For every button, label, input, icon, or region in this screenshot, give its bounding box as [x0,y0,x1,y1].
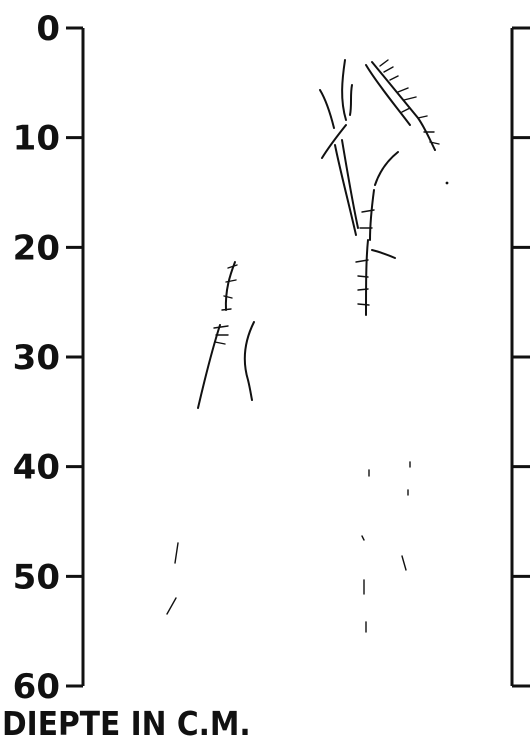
root-hair [213,325,229,345]
root-fragment [401,555,407,571]
root-hair [379,59,440,145]
depth-tick-label: 40 [13,448,60,488]
root-strand [371,249,396,259]
root-strand [341,59,347,121]
root-strand [371,61,436,151]
root-hair [355,209,375,306]
root-drawing [166,59,449,633]
root-strand [365,64,411,126]
depth-tick-label: 60 [13,667,60,707]
root-strand [334,144,357,236]
depth-tick-label: 20 [13,228,60,268]
depth-tick-label: 10 [13,119,60,159]
root-strand [341,139,359,229]
root-hair [221,264,238,311]
root-fragment [445,181,449,185]
depth-tick-label: 30 [13,338,60,378]
root-strand [319,89,335,129]
root-strand [321,124,347,159]
root-strand [374,151,399,186]
root-strand [349,84,353,116]
root-fragment [361,535,365,541]
root-strand [224,261,236,311]
depth-tick-label: 50 [13,557,60,597]
axis-caption: DIEPTE IN C.M. [2,704,251,743]
depth-axis-ticks: 0 10 20 30 40 50 60 [13,9,530,707]
root-strand [365,239,369,316]
root-fragment [166,597,177,615]
root-strand [197,324,221,409]
depth-tick-label: 0 [36,9,60,49]
root-strand [369,189,375,241]
root-strand [243,321,255,401]
root-fragment [174,542,179,564]
